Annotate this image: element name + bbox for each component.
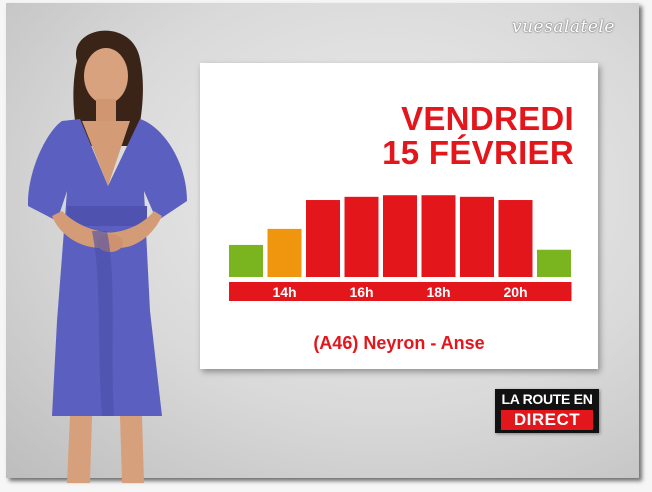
- show-logo: LA ROUTE EN DIRECT: [495, 389, 599, 433]
- tick-label-14h: 14h: [272, 284, 296, 300]
- bar-21h: [537, 249, 571, 277]
- tick-label-16h: 16h: [349, 284, 373, 300]
- watermark-text: vuesalatele: [512, 17, 615, 37]
- tick-label-18h: 18h: [426, 284, 450, 300]
- bar-14h: [267, 228, 302, 277]
- route-label: (A46) Neyron - Anse: [313, 333, 485, 353]
- date-title-date: 15 FÉVRIER: [382, 134, 574, 171]
- bar-20h: [498, 200, 533, 277]
- traffic-bar-chart: 14h 16h 18h 20h: [229, 195, 572, 301]
- time-axis-band: [229, 282, 572, 301]
- tick-label-20h: 20h: [503, 284, 527, 300]
- bar-19h: [460, 196, 494, 277]
- bar-15h: [306, 200, 340, 277]
- bar-17h: [383, 195, 417, 277]
- traffic-panel: VENDREDI 15 FÉVRIER 14h 16h 18h 20h (A46) N…: [200, 63, 598, 369]
- presenter-figure: [27, 30, 187, 483]
- bar-13h: [229, 244, 263, 277]
- date-title-day: VENDREDI: [401, 100, 574, 137]
- logo-top-text: LA ROUTE EN: [501, 391, 593, 407]
- logo-bottom-text: DIRECT: [501, 410, 593, 430]
- bar-16h: [344, 196, 379, 277]
- bar-18h: [421, 195, 456, 277]
